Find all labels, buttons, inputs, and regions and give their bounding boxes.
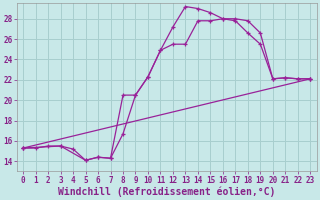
X-axis label: Windchill (Refroidissement éolien,°C): Windchill (Refroidissement éolien,°C) [58, 186, 276, 197]
